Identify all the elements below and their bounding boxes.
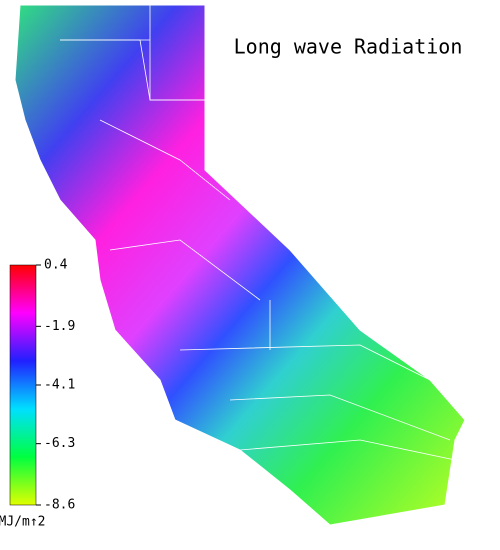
colorbar-tick-label: -8.6 [44,498,75,513]
colorbar-tick-label: -4.1 [44,378,75,393]
county-lines [60,5,456,461]
colorbar-tick-label: 0.4 [44,258,68,273]
colorbar-tick-label: -1.9 [44,319,75,334]
colorbar-unit: MJ/m↑2 [0,515,45,530]
california [14,4,466,526]
colorbar-tick-label: -6.3 [44,436,75,451]
map-title: Long wave Radiation [234,35,463,59]
colorbar [9,264,37,506]
